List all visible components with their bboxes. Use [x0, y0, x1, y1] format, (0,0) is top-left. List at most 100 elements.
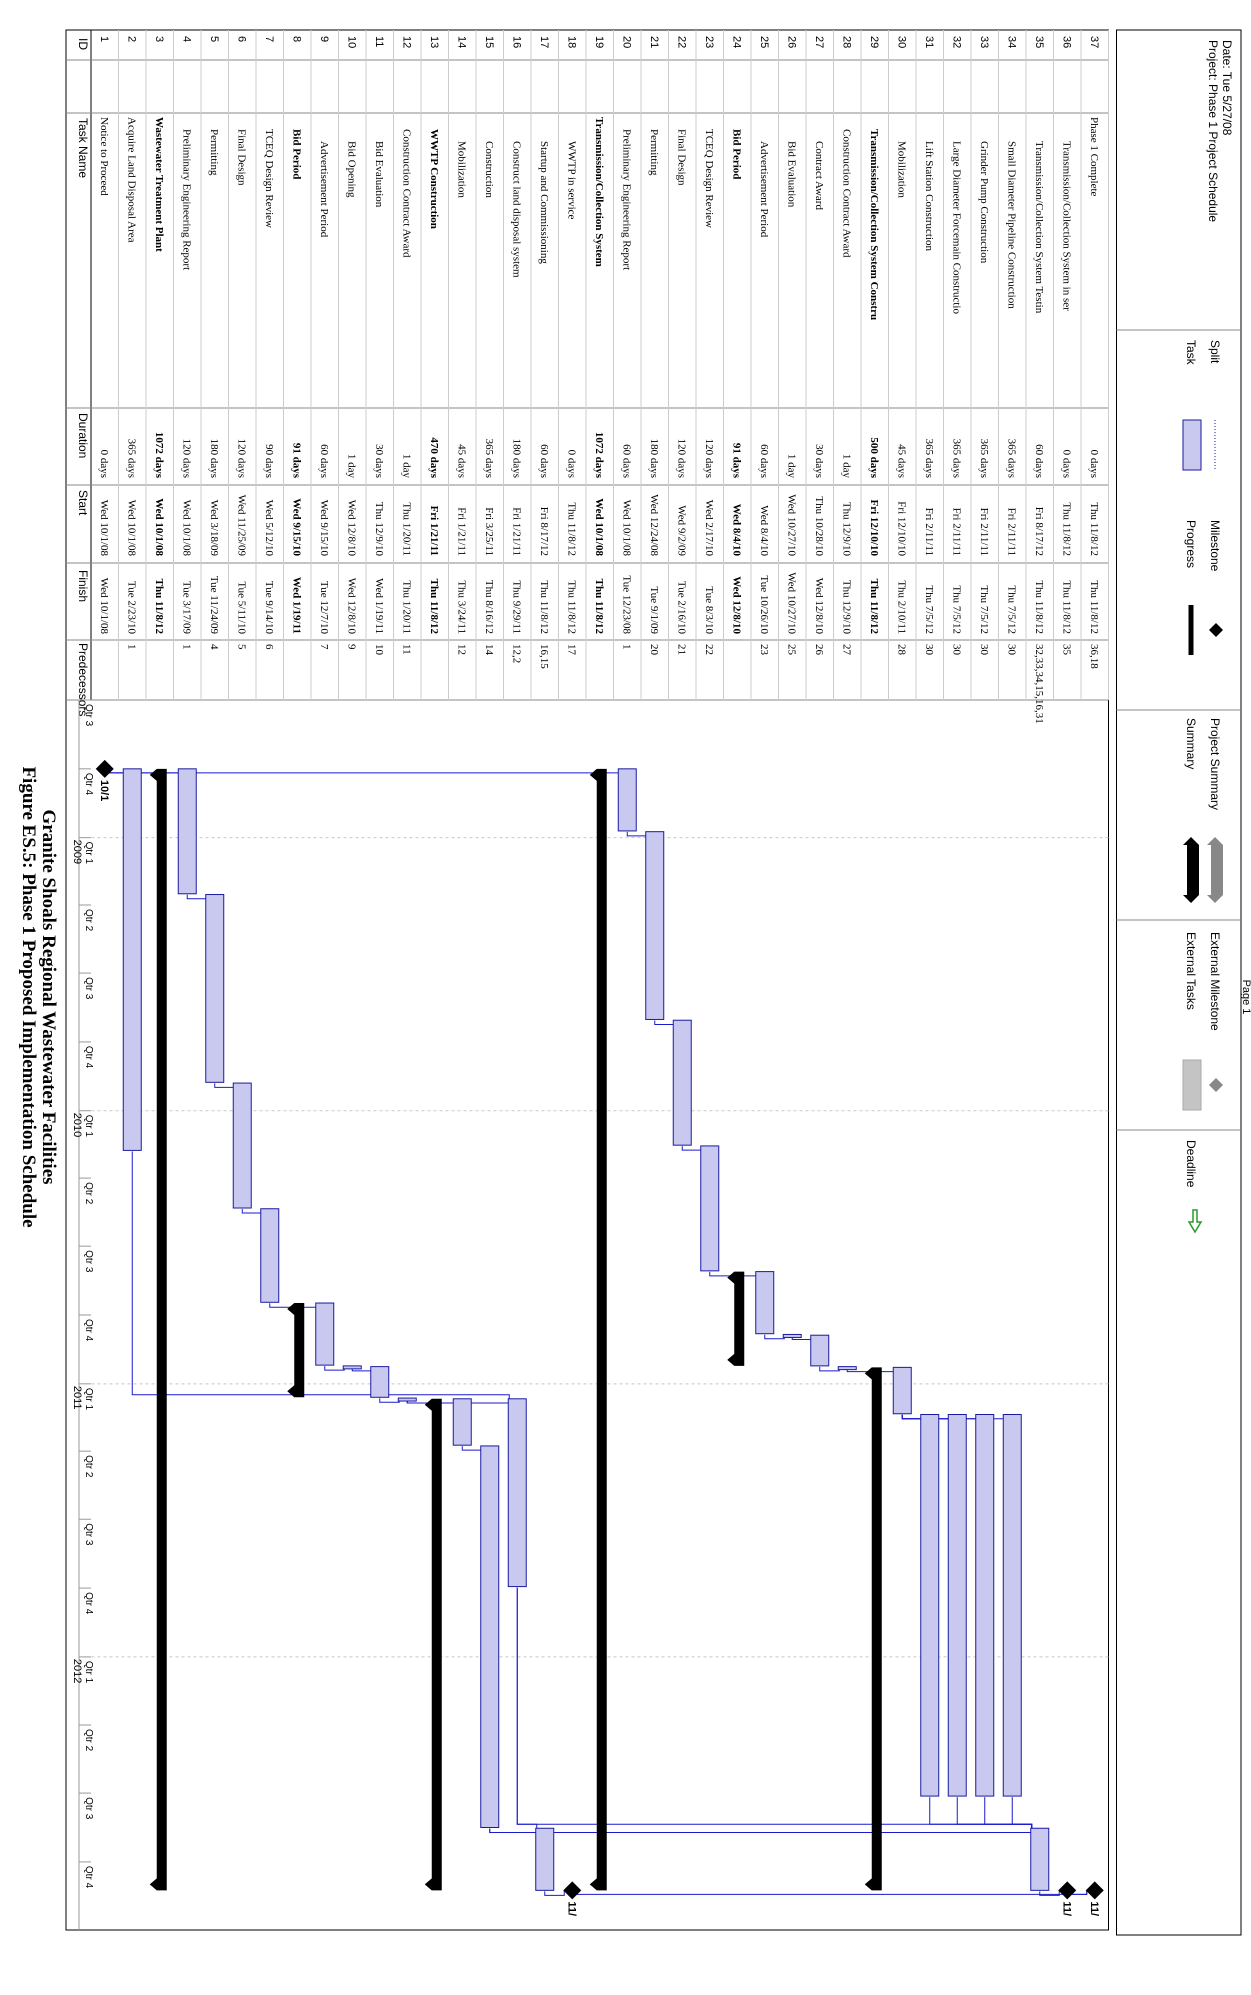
dependency-link: [654, 1020, 675, 1025]
task-start: Wed 8/4/10: [730, 504, 742, 557]
task-start: Fri 2/11/11: [950, 508, 962, 556]
task-name: Bid Evaluation: [373, 141, 385, 208]
milestone-diamond: [1085, 1881, 1104, 1900]
task-duration: 365 days: [923, 439, 935, 478]
quarter-label: Qtr 2: [83, 1729, 94, 1752]
task-finish: Thu 11/8/12: [1033, 580, 1045, 634]
quarter-label: Qtr 1: [83, 1115, 94, 1138]
task-id: 37: [1088, 36, 1100, 48]
task-start: Wed 8/4/10: [758, 505, 770, 556]
task-start: Fri 8/17/12: [1033, 507, 1045, 556]
timescale: 2009 2010 2011 2012 Qtr 3 Qtr 4 Qtr 1 Qtr 2 Qtr …: [71, 699, 94, 1930]
task-start: Thu 10/28/10: [813, 496, 825, 556]
task-finish: Wed 12/8/10: [730, 576, 742, 634]
task-bar: [892, 1366, 912, 1415]
header-id: ID: [76, 38, 90, 50]
task-id: 36: [1060, 36, 1072, 48]
task-id: 19: [593, 36, 605, 48]
task-id: 18: [565, 36, 577, 48]
dependency-link: [104, 768, 180, 774]
task-name: Lift Station Construction: [923, 141, 935, 251]
task-start: Wed 10/1/08: [593, 498, 605, 556]
task-finish: Tue 5/11/10: [235, 581, 247, 634]
task-finish: Thu 7/5/12: [923, 585, 935, 634]
quarter-label: Qtr 1: [83, 842, 94, 865]
task-bar: [535, 1827, 555, 1891]
task-duration: 1 day: [840, 454, 852, 479]
legend-summary-swatch: [1183, 837, 1199, 903]
task-predecessors: 1: [125, 644, 137, 650]
task-duration: 0 days: [98, 450, 110, 478]
legend-milestone-swatch: [1209, 623, 1223, 637]
dependency-link: [131, 1151, 510, 1399]
task-id: 24: [730, 36, 742, 48]
task-duration: 1 day: [785, 454, 797, 479]
task-finish: Tue 2/23/10: [125, 581, 137, 635]
task-start: Fri 2/11/11: [923, 508, 935, 556]
dependency-link: [544, 1890, 565, 1896]
quarter-label: Qtr 1: [83, 1388, 94, 1411]
task-duration: 120 days: [180, 439, 192, 478]
task-duration: 180 days: [648, 439, 660, 478]
task-predecessors: 36,18: [1088, 644, 1100, 669]
task-predecessors: 25: [785, 644, 797, 656]
task-id: 22: [675, 36, 687, 48]
task-start: Wed 9/15/10: [318, 500, 330, 557]
task-finish: Tue 10/26/10: [758, 575, 770, 634]
milestone-diamond: [1058, 1881, 1077, 1900]
task-bar: [452, 1398, 472, 1446]
task-name: TCEQ Design Review: [263, 129, 275, 228]
task-bar: [920, 1414, 940, 1797]
year-label: 2012: [71, 1659, 83, 1683]
task-predecessors: 14: [483, 644, 495, 656]
quarter-label: Qtr 4: [83, 1319, 94, 1342]
task-start: Thu 12/9/10: [373, 502, 385, 557]
project-name: Project: Phase 1 Project Schedule: [1206, 40, 1220, 222]
task-id: 30: [895, 36, 907, 48]
dependency-link: [929, 1797, 1033, 1829]
task-id: 2: [125, 36, 137, 42]
header-duration: Duration: [76, 413, 90, 458]
task-name: Mobilization: [455, 141, 467, 198]
task-bar: [700, 1145, 720, 1272]
task-finish: Thu 1/20/11: [400, 580, 412, 634]
task-id: 3: [153, 36, 165, 42]
figure-title: Figure ES.5: Phase 1 Proposed Implementa…: [18, 766, 39, 1227]
dependency-link: [324, 1365, 345, 1371]
task-bar: [397, 1397, 417, 1402]
task-bar: [617, 768, 637, 832]
task-finish: Tue 2/16/10: [675, 581, 687, 635]
task-bar: [122, 768, 142, 1151]
task-finish: Thu 11/8/12: [1088, 580, 1100, 634]
dependency-link: [461, 1445, 483, 1451]
task-id: 31: [923, 36, 935, 48]
summary-bar: [589, 768, 607, 1891]
task-name: Notice to Proceed: [98, 117, 110, 196]
quarter-label: Qtr 4: [83, 1866, 94, 1889]
task-predecessors: 35: [1060, 644, 1072, 656]
task-start: Fri 1/21/11: [510, 507, 522, 556]
task-predecessors: 16,15: [538, 644, 550, 669]
task-duration: 500 days: [868, 437, 880, 478]
column-headers: ID Task Name Duration Start Finish Prede…: [76, 38, 90, 716]
task-name: Permitting: [208, 129, 220, 176]
task-name: Construction Contract Award: [400, 129, 412, 258]
legend-project-summary-swatch: [1207, 837, 1223, 903]
task-id: 26: [785, 36, 797, 48]
task-predecessors: 12,2: [510, 644, 522, 663]
task-name: Transmission/Collection System: [593, 117, 605, 267]
task-bar: [260, 1208, 280, 1303]
task-predecessors: 17: [565, 644, 577, 656]
task-name: Final Design: [235, 129, 247, 186]
task-finish: Thu 12/9/10: [840, 580, 852, 635]
task-bar: [205, 894, 225, 1083]
task-id: 25: [758, 36, 770, 48]
task-start: Wed 10/1/08: [180, 500, 192, 557]
quarter-label: Qtr 4: [83, 773, 94, 796]
task-duration: 0 days: [565, 450, 577, 478]
task-id: 16: [510, 36, 522, 48]
task-name: Construction Contract Award: [840, 129, 852, 258]
task-start: Wed 11/25/09: [235, 495, 247, 557]
task-start: Fri 3/25/11: [483, 507, 495, 556]
task-duration: 0 days: [1088, 450, 1100, 478]
